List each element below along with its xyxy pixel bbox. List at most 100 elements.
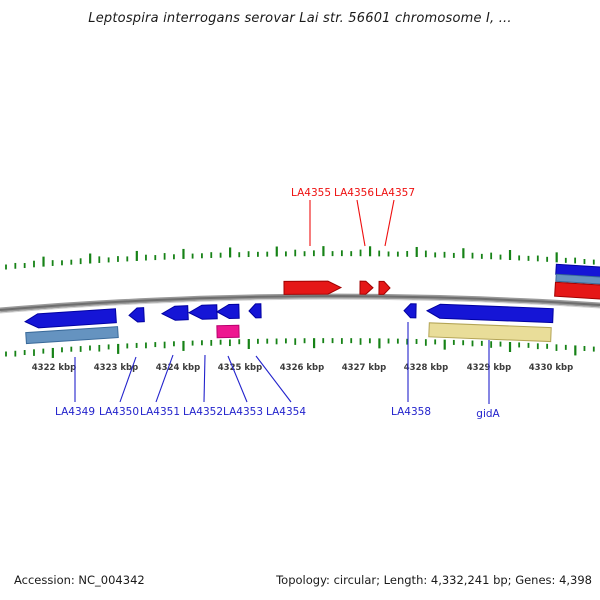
ruler-tick-bottom	[480, 340, 483, 346]
ruler-tick-top	[51, 260, 54, 266]
ruler-tick-top	[42, 256, 45, 267]
ruler-tick-top	[396, 251, 399, 257]
ruler-tick-bottom	[201, 340, 203, 346]
ruler-tick-bottom	[387, 338, 390, 344]
feature-gidA-anno[interactable]	[428, 322, 552, 343]
ruler-tick-bottom	[229, 339, 231, 347]
ruler-tick-bottom	[5, 351, 7, 357]
LA4356-glyph	[359, 280, 374, 295]
ruler-tick-bottom	[443, 339, 446, 350]
ruler-tick-bottom	[117, 343, 120, 354]
gene-label-LA4350[interactable]: LA4350	[99, 406, 139, 418]
gene-label-LA4352[interactable]: LA4352	[183, 406, 223, 418]
feature-edge-gene-red[interactable]	[554, 281, 600, 300]
feature-LA4349-anno[interactable]	[25, 326, 119, 345]
ruler-tick-top	[415, 246, 418, 257]
gene-label-gidA[interactable]: gidA	[476, 408, 500, 420]
gidA-anno-glyph	[428, 322, 552, 343]
ruler-tick-top	[5, 264, 7, 270]
gene-label-LA4358[interactable]: LA4358	[391, 406, 431, 418]
feature-LA4351[interactable]	[160, 305, 189, 321]
ruler-tick-top	[527, 255, 530, 261]
scale-label: 4330 kbp	[529, 363, 573, 373]
ruler-tick-top	[471, 252, 474, 259]
ruler-tick-top	[107, 257, 110, 263]
ruler-tick-top	[275, 246, 278, 257]
LA4354-glyph	[248, 303, 262, 319]
edge-gene-red-glyph	[554, 281, 600, 300]
feature-LA4358[interactable]	[403, 303, 417, 319]
ruler-tick-bottom	[471, 340, 474, 347]
ruler-tick-bottom	[499, 341, 502, 347]
gene-label-LA4351[interactable]: LA4351	[140, 406, 180, 418]
ruler-tick-top	[359, 249, 362, 257]
LA4355-glyph	[283, 280, 343, 295]
gene-label-LA4355[interactable]: LA4355	[291, 187, 331, 199]
ruler-tick-top	[592, 259, 595, 265]
feature-LA4349[interactable]	[24, 308, 117, 329]
ruler-tick-bottom	[135, 342, 138, 348]
ruler-tick-bottom	[462, 340, 465, 346]
feature-LA4356[interactable]	[359, 280, 374, 295]
ruler-tick-top	[33, 260, 35, 268]
ruler-tick-top	[238, 252, 241, 258]
feature-LA4353-anno[interactable]	[216, 324, 240, 339]
label-leader-line	[255, 355, 292, 403]
ruler-tick-bottom	[527, 342, 530, 348]
ruler-tick-top	[490, 252, 493, 260]
feature-gidA[interactable]	[425, 303, 554, 324]
feature-LA4352[interactable]	[187, 304, 218, 320]
ruler-tick-bottom	[275, 338, 278, 345]
ruler-tick-top	[424, 250, 427, 258]
ruler-tick-bottom	[340, 338, 343, 344]
ruler-tick-bottom	[331, 338, 334, 344]
ruler-tick-top	[480, 253, 483, 259]
ruler-tick-top	[387, 251, 390, 257]
ruler-tick-bottom	[219, 339, 222, 345]
ruler-tick-top	[23, 263, 26, 269]
LA4353-glyph	[216, 303, 240, 319]
scale-label: 4325 kbp	[218, 363, 262, 373]
ruler-tick-top	[257, 251, 259, 257]
gene-label-LA4353[interactable]: LA4353	[223, 406, 263, 418]
feature-LA4355[interactable]	[283, 280, 343, 295]
ruler-tick-bottom	[518, 342, 521, 348]
LA4357-glyph	[378, 280, 391, 295]
ruler-tick-bottom	[238, 339, 241, 345]
gene-label-LA4356[interactable]: LA4356	[334, 187, 374, 199]
feature-edge-anno-steel[interactable]	[555, 273, 600, 285]
scale-label: 4328 kbp	[404, 363, 448, 373]
feature-LA4353[interactable]	[216, 303, 240, 319]
ruler-tick-bottom	[406, 338, 409, 345]
feature-LA4354[interactable]	[248, 303, 262, 319]
ruler-tick-bottom	[70, 346, 73, 352]
ruler-tick-bottom	[415, 338, 418, 344]
ruler-tick-top	[546, 256, 549, 262]
ruler-tick-top	[303, 251, 306, 257]
ruler-tick-top	[70, 259, 73, 265]
ruler-tick-top	[210, 252, 213, 258]
ruler-tick-top	[583, 258, 586, 264]
feature-LA4357[interactable]	[378, 280, 391, 295]
ruler-tick-top	[294, 249, 297, 257]
feature-LA4350[interactable]	[128, 307, 145, 323]
ruler-tick-bottom	[126, 343, 129, 349]
gene-label-LA4349[interactable]: LA4349	[55, 406, 95, 418]
ruler-tick-top	[173, 254, 175, 260]
ruler-tick-top	[135, 250, 138, 261]
ruler-tick-bottom	[546, 343, 549, 349]
ruler-tick-top	[378, 250, 381, 257]
label-leader-line	[203, 354, 206, 403]
ruler-tick-bottom	[583, 345, 586, 351]
gene-label-LA4354[interactable]: LA4354	[266, 406, 306, 418]
ruler-tick-top	[564, 257, 567, 263]
ruler-tick-top	[499, 254, 502, 260]
ruler-tick-bottom	[145, 342, 147, 349]
ruler-tick-top	[266, 251, 269, 257]
ruler-tick-top	[229, 247, 232, 258]
gene-label-LA4357[interactable]: LA4357	[375, 187, 415, 199]
ruler-tick-bottom	[247, 339, 250, 350]
ruler-tick-bottom	[210, 339, 213, 346]
ruler-tick-top	[350, 251, 353, 257]
label-leader-line	[356, 199, 366, 247]
